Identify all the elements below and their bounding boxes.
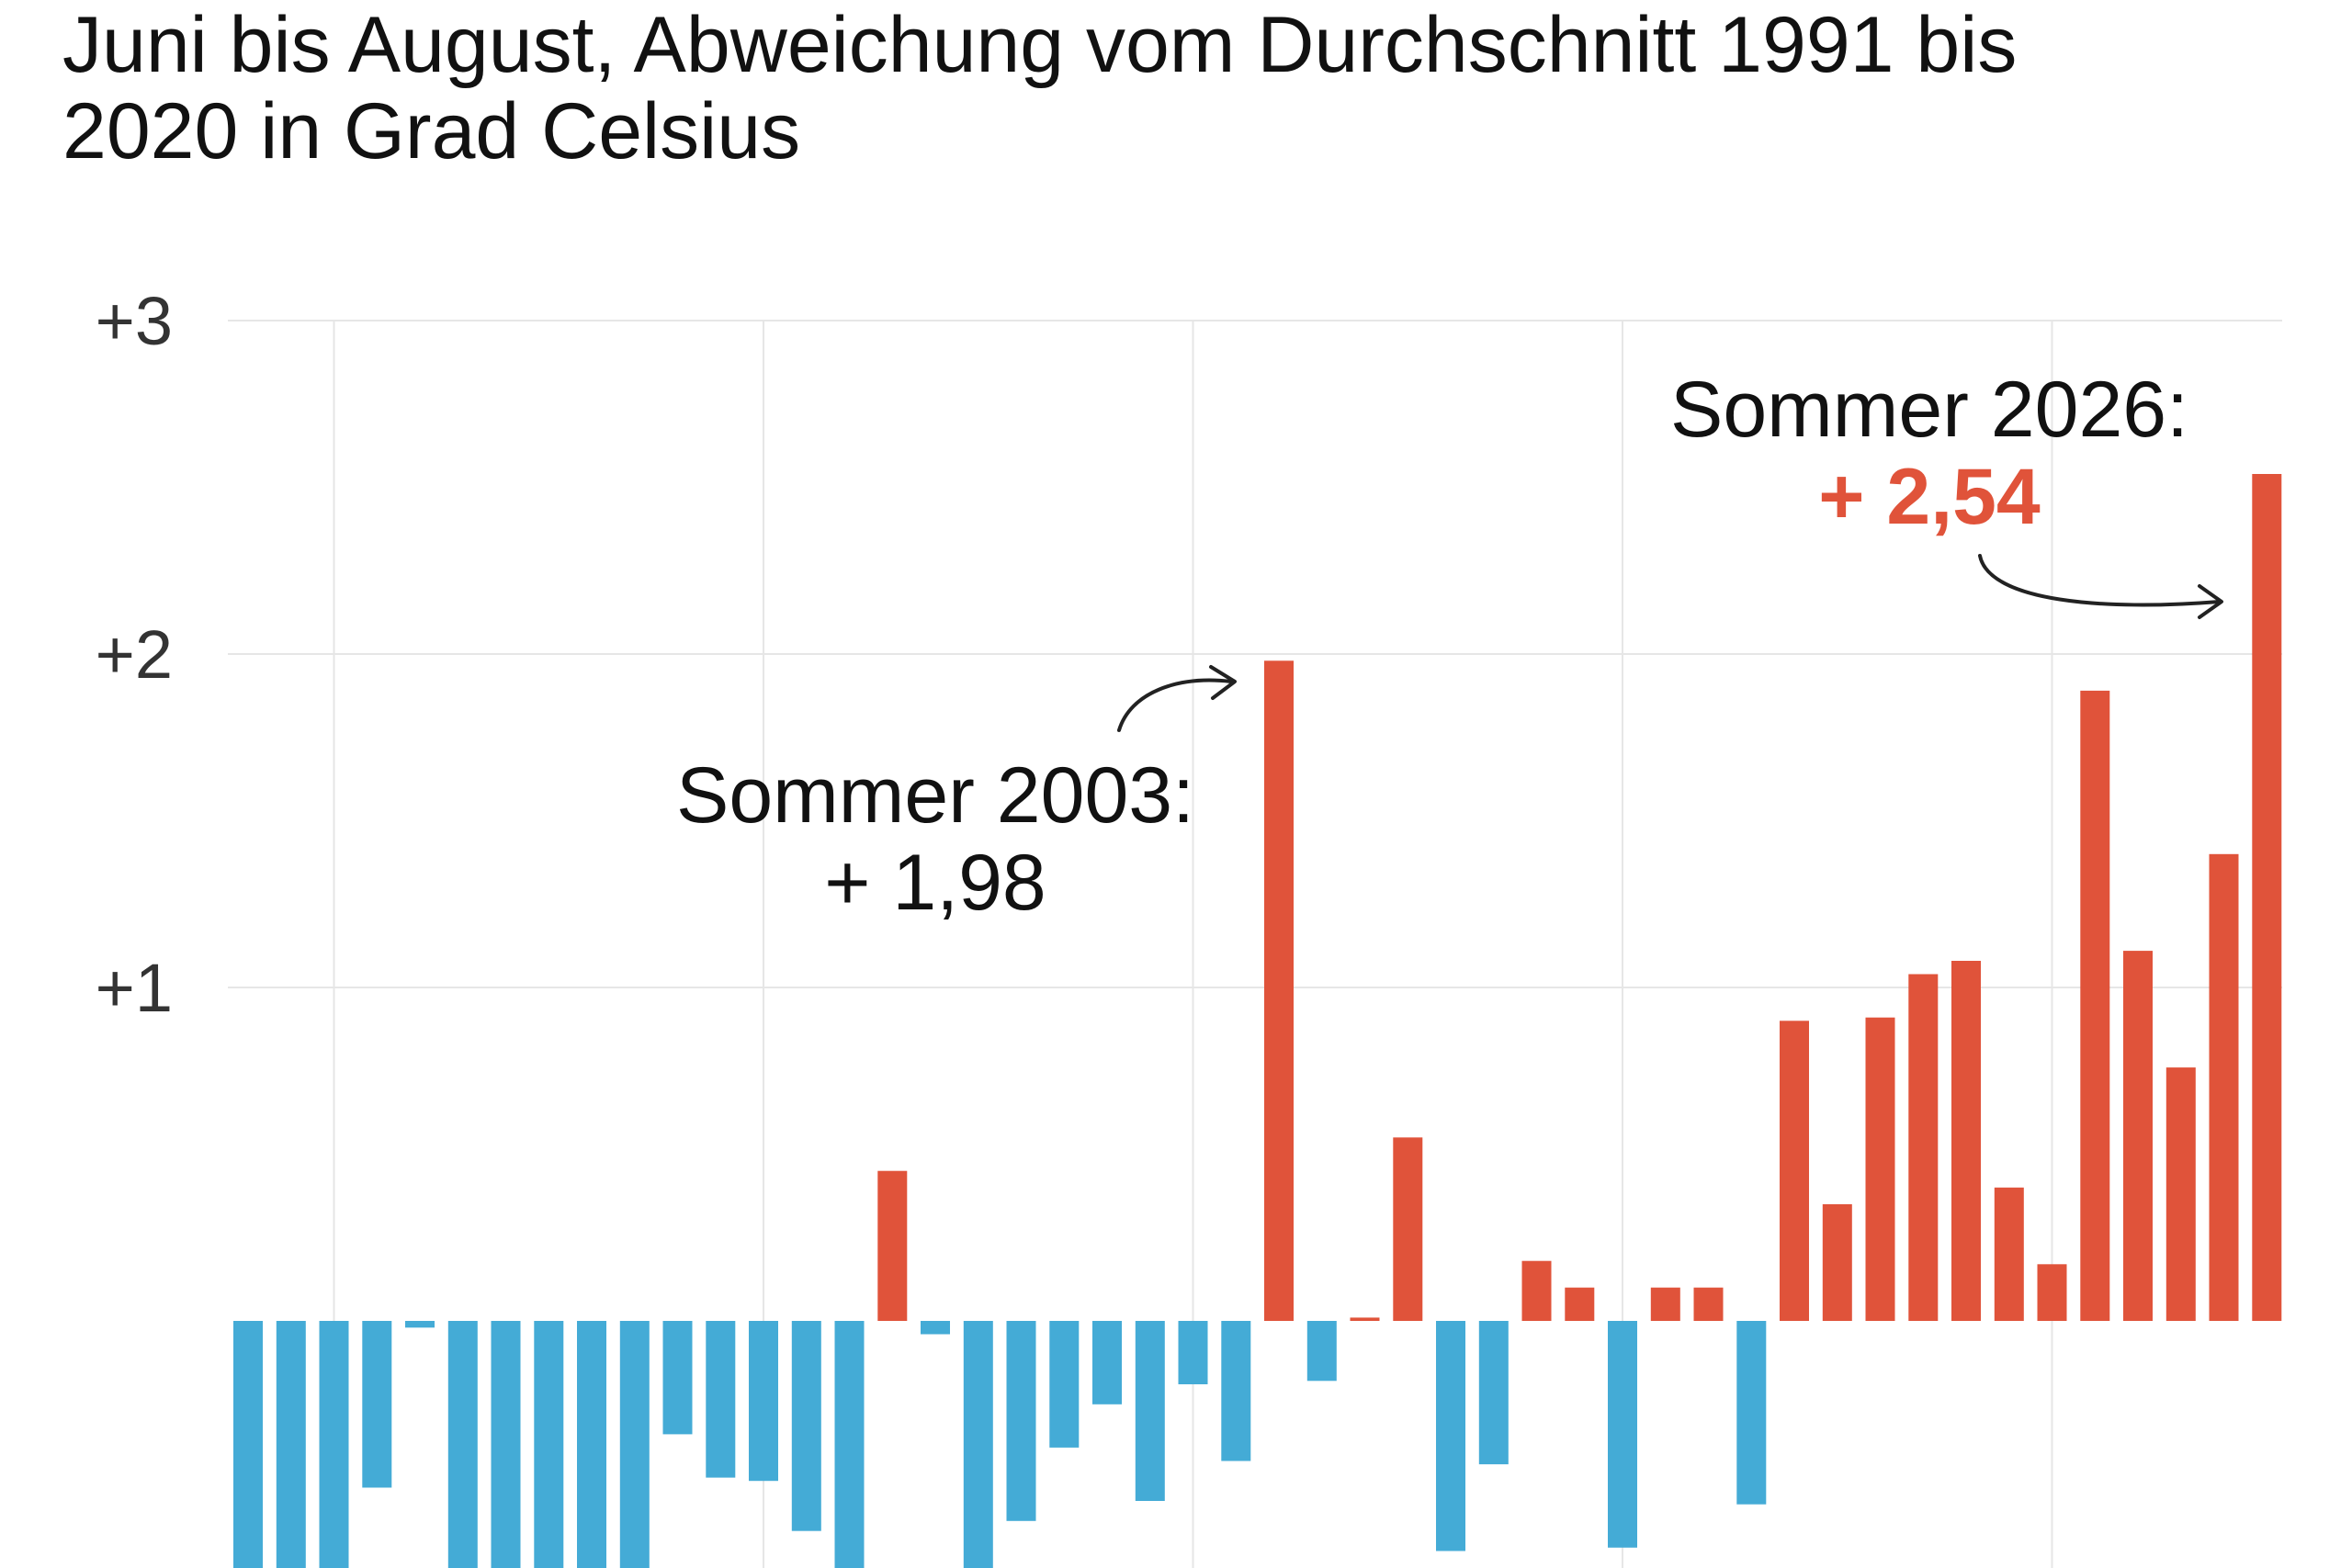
annotation-sommer-2003: Sommer 2003: + 1,98 bbox=[676, 665, 1237, 927]
bar-2000 bbox=[1178, 1321, 1208, 1384]
bar-2003 bbox=[1306, 1321, 1337, 1382]
bar-1985 bbox=[534, 1321, 564, 1568]
bar-1990 bbox=[749, 1321, 778, 1482]
bar-2008 bbox=[1521, 1260, 1552, 1321]
bar-2007 bbox=[1478, 1321, 1509, 1465]
annotation-2003-label: Sommer 2003: bbox=[676, 751, 1194, 840]
bar-2016 bbox=[1865, 1017, 1895, 1321]
bar-1992 bbox=[834, 1321, 865, 1568]
annotation-2026-arrow bbox=[1978, 554, 2221, 607]
bar-2018 bbox=[1951, 961, 1981, 1321]
annotation-2003-value: + 1,98 bbox=[824, 839, 1046, 927]
y-axis-ticks: +3 +2 +1 bbox=[96, 283, 173, 1026]
y-tick-label: +2 bbox=[96, 616, 173, 693]
bar-1993 bbox=[877, 1170, 908, 1321]
bar-2022 bbox=[2123, 951, 2153, 1321]
annotation-2026-label: Sommer 2026: bbox=[1670, 366, 2188, 454]
bar-2023 bbox=[2165, 1067, 2196, 1321]
bar-2019 bbox=[1994, 1187, 2024, 1321]
annotation-2003-arrowhead bbox=[1209, 665, 1237, 700]
bar-2021 bbox=[2080, 690, 2110, 1321]
bar-1996 bbox=[1006, 1321, 1036, 1521]
annotation-2026-value: + 2,54 bbox=[1818, 453, 2041, 541]
bar-1994 bbox=[921, 1321, 950, 1335]
bar-2025 bbox=[2252, 474, 2282, 1321]
chart-title-line-2: 2020 in Grad Celsius bbox=[62, 87, 800, 175]
bar-1997 bbox=[1049, 1321, 1080, 1448]
bar-2004 bbox=[1350, 1317, 1380, 1321]
bar-2002 bbox=[1264, 660, 1294, 1321]
y-tick-label: +1 bbox=[96, 950, 173, 1026]
bar-2013 bbox=[1736, 1321, 1767, 1505]
annotation-2003-arrow bbox=[1117, 678, 1233, 732]
bar-1988 bbox=[662, 1321, 693, 1435]
grid bbox=[228, 320, 2282, 1568]
bar-2024 bbox=[2209, 853, 2239, 1321]
bars bbox=[233, 474, 2282, 1568]
bar-2014 bbox=[1780, 1021, 1809, 1321]
bar-2015 bbox=[1822, 1204, 1852, 1321]
bar-1984 bbox=[491, 1321, 521, 1568]
bar-1978 bbox=[233, 1321, 263, 1568]
y-tick-label: +3 bbox=[96, 283, 173, 359]
bar-1999 bbox=[1135, 1321, 1165, 1501]
bar-2012 bbox=[1693, 1287, 1724, 1321]
bar-1991 bbox=[791, 1321, 821, 1531]
bar-1998 bbox=[1092, 1321, 1122, 1404]
bar-1995 bbox=[963, 1321, 993, 1568]
bar-1987 bbox=[619, 1321, 650, 1568]
bar-1979 bbox=[276, 1321, 306, 1568]
bar-1989 bbox=[706, 1321, 736, 1478]
annotation-2026-arrowhead bbox=[2198, 584, 2223, 619]
bar-2009 bbox=[1565, 1287, 1595, 1321]
bar-2017 bbox=[1908, 974, 1939, 1321]
bar-2020 bbox=[2037, 1264, 2067, 1321]
bar-2001 bbox=[1221, 1321, 1251, 1461]
bar-1982 bbox=[405, 1321, 435, 1328]
chart-title-line-1: Juni bis August, Abweichung vom Durchsch… bbox=[62, 1, 2017, 89]
bar-1981 bbox=[362, 1321, 392, 1488]
bar-2011 bbox=[1650, 1287, 1680, 1321]
bar-2005 bbox=[1393, 1137, 1423, 1321]
annotation-sommer-2026: Sommer 2026: + 2,54 bbox=[1670, 366, 2223, 619]
bar-2010 bbox=[1608, 1321, 1637, 1548]
bar-1980 bbox=[319, 1321, 349, 1568]
bar-1983 bbox=[447, 1321, 478, 1568]
bar-1986 bbox=[577, 1321, 606, 1568]
bar-2006 bbox=[1436, 1321, 1465, 1551]
